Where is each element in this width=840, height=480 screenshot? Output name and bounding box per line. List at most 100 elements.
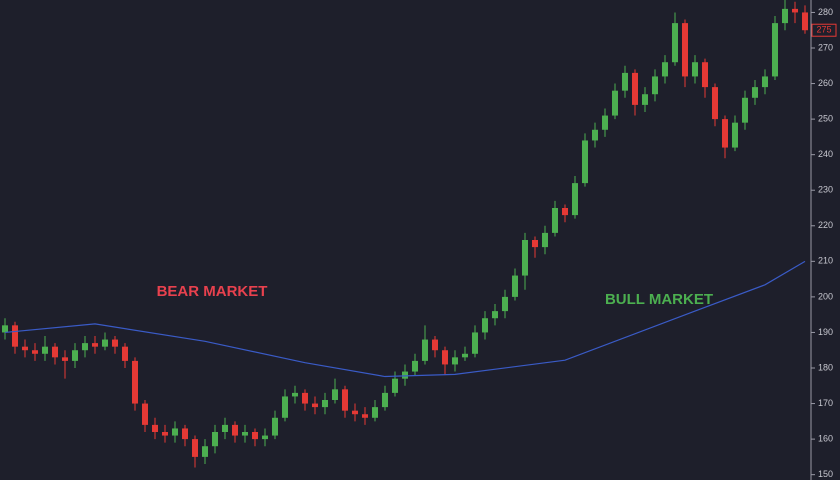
- candle-body: [602, 115, 608, 130]
- candle-body: [572, 183, 578, 216]
- candle-body: [102, 339, 108, 347]
- candle-body: [592, 129, 598, 141]
- y-tick-label: 280: [818, 7, 833, 17]
- candle-body: [382, 392, 388, 408]
- y-tick-label: 200: [818, 291, 833, 301]
- candle-body: [612, 90, 618, 116]
- last-price-label: 275: [816, 25, 831, 35]
- y-tick-label: 210: [818, 256, 833, 266]
- candle-body: [52, 346, 58, 358]
- candle-body: [802, 12, 808, 31]
- candle-body: [452, 357, 458, 365]
- candle-body: [202, 446, 208, 457]
- candle-body: [292, 392, 298, 397]
- candle-body: [642, 94, 648, 105]
- candle-body: [402, 371, 408, 379]
- candle-body: [172, 428, 178, 436]
- candle-body: [332, 389, 338, 400]
- candle-body: [742, 97, 748, 123]
- candle-body: [72, 350, 78, 361]
- y-tick-label: 220: [818, 220, 833, 230]
- y-tick-label: 190: [818, 327, 833, 337]
- candle-body: [162, 432, 168, 436]
- y-tick-label: 250: [818, 113, 833, 123]
- candle-body: [2, 325, 8, 333]
- candle-body: [422, 339, 428, 361]
- candle-body: [192, 439, 198, 457]
- candle-body: [112, 339, 118, 347]
- candle-body: [352, 410, 358, 415]
- candle-body: [472, 332, 478, 354]
- candle-body: [462, 353, 468, 358]
- candle-body: [542, 232, 548, 248]
- candle-body: [12, 325, 18, 347]
- candle-body: [712, 87, 718, 120]
- candle-body: [242, 432, 248, 436]
- candle-body: [152, 424, 158, 432]
- y-tick-label: 240: [818, 149, 833, 159]
- candle-body: [412, 360, 418, 372]
- candle-body: [722, 119, 728, 148]
- y-tick-label: 270: [818, 42, 833, 52]
- candle-body: [582, 140, 588, 184]
- y-tick-label: 150: [818, 469, 833, 479]
- candle-body: [782, 8, 788, 24]
- candle-body: [702, 62, 708, 88]
- candle-body: [322, 400, 328, 408]
- candle-body: [22, 346, 28, 351]
- candle-body: [442, 350, 448, 365]
- candle-body: [32, 350, 38, 354]
- y-tick-label: 170: [818, 398, 833, 408]
- candle-body: [222, 424, 228, 432]
- candle-body: [372, 407, 378, 418]
- candle-body: [752, 87, 758, 98]
- y-tick-label: 180: [818, 362, 833, 372]
- candle-body: [632, 72, 638, 105]
- candle-body: [732, 122, 738, 148]
- candle-body: [212, 432, 218, 447]
- candle-body: [622, 72, 628, 91]
- candle-body: [792, 8, 798, 13]
- candle-body: [92, 343, 98, 347]
- candle-body: [262, 435, 268, 440]
- y-tick-label: 260: [818, 78, 833, 88]
- moving-average-line: [4, 260, 806, 378]
- candle-body: [272, 417, 278, 436]
- candle-body: [132, 360, 138, 404]
- y-tick-label: 160: [818, 433, 833, 443]
- candle-body: [512, 275, 518, 297]
- candle-body: [662, 62, 668, 77]
- candle-body: [142, 403, 148, 425]
- candle-body: [232, 424, 238, 436]
- candle-body: [342, 389, 348, 411]
- candle-body: [62, 357, 68, 361]
- y-tick-label: 230: [818, 185, 833, 195]
- candle-body: [362, 414, 368, 418]
- candle-body: [392, 378, 398, 393]
- candle-body: [282, 396, 288, 418]
- annotation: BULL MARKET: [605, 291, 713, 308]
- candle-body: [672, 23, 678, 63]
- candle-body: [762, 76, 768, 88]
- candle-body: [532, 240, 538, 248]
- candle-body: [42, 346, 48, 354]
- candle-body: [562, 208, 568, 216]
- candle-body: [652, 76, 658, 95]
- candle-body: [492, 311, 498, 319]
- candle-body: [82, 343, 88, 351]
- candle-body: [502, 296, 508, 312]
- candle-body: [522, 240, 528, 276]
- candle-body: [302, 392, 308, 404]
- candle-body: [312, 403, 318, 408]
- candle-body: [182, 428, 188, 440]
- annotation: BEAR MARKET: [157, 283, 268, 300]
- candle-body: [692, 62, 698, 77]
- candle-body: [482, 318, 488, 333]
- candle-body: [432, 339, 438, 351]
- last-price-box: [811, 23, 837, 37]
- candle-body: [772, 23, 778, 77]
- candle-body: [682, 23, 688, 77]
- candle-body: [552, 208, 558, 233]
